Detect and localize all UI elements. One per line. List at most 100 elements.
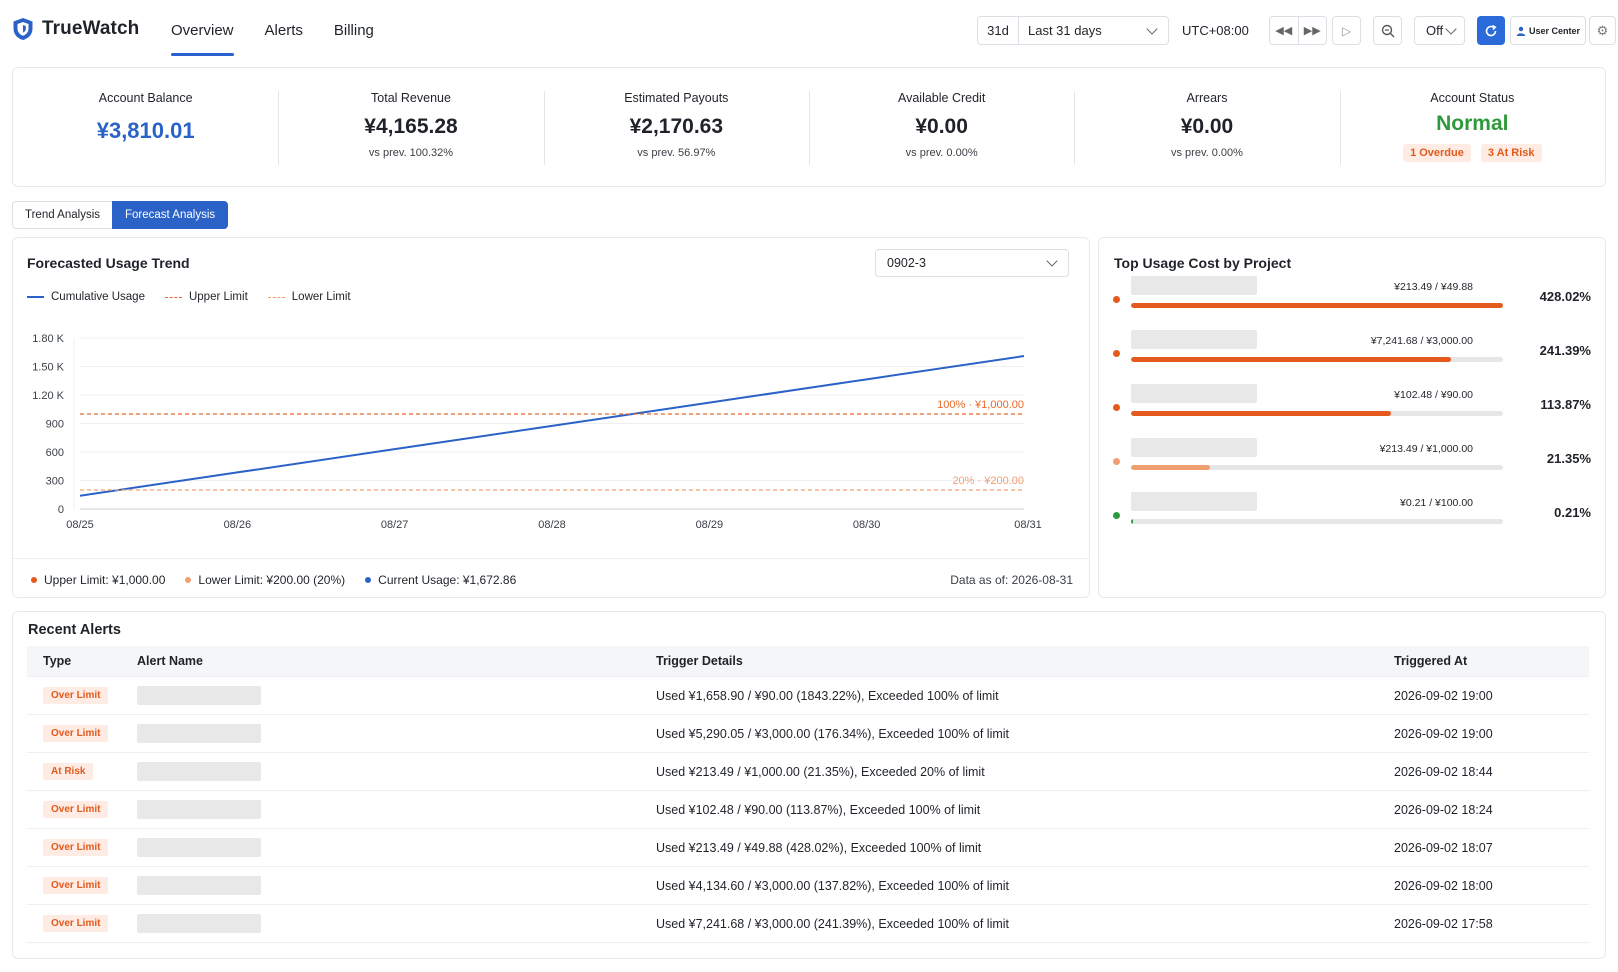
cumulative-usage-line bbox=[79, 355, 1025, 497]
status-dot-icon bbox=[1113, 350, 1120, 357]
column-header[interactable]: Triggered At bbox=[1394, 654, 1468, 668]
stat-value: ¥0.00 bbox=[1180, 115, 1234, 138]
project-select[interactable]: 0902-3 bbox=[875, 249, 1069, 277]
range-days[interactable]: 31d bbox=[978, 17, 1019, 44]
legend-swatch bbox=[27, 296, 44, 298]
refresh-icon bbox=[1485, 24, 1497, 36]
status-dot-icon bbox=[1113, 404, 1120, 411]
play-button[interactable]: ▷ bbox=[1332, 16, 1361, 45]
at-risk-badge[interactable]: 3 At Risk bbox=[1480, 144, 1542, 162]
project-select-value: 0902-3 bbox=[887, 256, 926, 270]
stat-label: Arrears bbox=[1186, 91, 1228, 105]
usage-progress-fill bbox=[1131, 519, 1133, 524]
stat-comparison: vs prev. 56.97% bbox=[637, 147, 716, 159]
stat-available-credit: Available Credit ¥0.00 vs prev. 0.00% bbox=[808, 89, 1074, 165]
auto-refresh-value: Off bbox=[1426, 23, 1444, 38]
nav-overview[interactable]: Overview bbox=[171, 0, 234, 60]
refresh-button[interactable] bbox=[1477, 16, 1505, 45]
usage-percent: 428.02% bbox=[1539, 289, 1591, 304]
stat-account-balance: Account Balance ¥3,810.01 bbox=[13, 89, 278, 165]
table-row[interactable]: Over Limit Used ¥102.48 / ¥90.00 (113.87%… bbox=[27, 791, 1589, 829]
legend-swatch bbox=[164, 296, 182, 298]
app-logo[interactable]: TrueWatch bbox=[12, 17, 139, 41]
type-cell: At Risk bbox=[27, 763, 137, 780]
upper-limit-annotation: 100% · ¥1,000.00 bbox=[937, 399, 1024, 411]
table-header: Type Alert Name Trigger Details Triggere… bbox=[27, 646, 1589, 677]
summary-upper: Upper Limit: ¥1,000.00 bbox=[31, 573, 165, 587]
project-name-redacted bbox=[1131, 492, 1257, 511]
x-tick-label: 08/30 bbox=[853, 519, 881, 531]
overdue-badge[interactable]: 1 Overdue bbox=[1403, 144, 1471, 162]
triggered-at: 2026-09-02 18:07 bbox=[1394, 840, 1493, 855]
column-header[interactable]: Alert Name bbox=[137, 654, 203, 668]
type-cell: Over Limit bbox=[27, 687, 137, 704]
usage-percent: 21.35% bbox=[1546, 451, 1591, 466]
forecast-line-chart[interactable]: 0 300 600 900 1.20 K 1.50 K 1.80 K 08/25 08/26 08… bbox=[13, 328, 1091, 558]
usage-progress-bar bbox=[1131, 303, 1503, 308]
zoom-button[interactable] bbox=[1373, 16, 1402, 45]
alert-type-badge: Over Limit bbox=[43, 687, 109, 704]
analysis-tabs: Trend Analysis Forecast Analysis bbox=[12, 201, 229, 229]
alerts-table: Type Alert Name Trigger Details Triggere… bbox=[27, 646, 1589, 943]
stat-value: ¥4,165.28 bbox=[364, 115, 458, 138]
status-dot-icon bbox=[1113, 296, 1120, 303]
usage-row[interactable]: ¥213.49 / ¥49.88 428.02% bbox=[1099, 276, 1605, 326]
usage-row[interactable]: ¥102.48 / ¥90.00 113.87% bbox=[1099, 384, 1605, 434]
alert-name-redacted bbox=[137, 876, 261, 895]
chart-footer: Upper Limit: ¥1,000.00 Lower Limit: ¥200… bbox=[13, 558, 1089, 587]
summary-current-text: Current Usage: ¥1,672.86 bbox=[378, 573, 517, 587]
table-row[interactable]: Over Limit Used ¥213.49 / ¥49.88 (428.02%… bbox=[27, 829, 1589, 867]
legend-label: Cumulative Usage bbox=[51, 291, 145, 303]
triggered-at: 2026-09-02 17:58 bbox=[1394, 916, 1493, 931]
tab-forecast-analysis[interactable]: Forecast Analysis bbox=[112, 201, 229, 229]
x-tick-label: 08/27 bbox=[381, 519, 409, 531]
stat-label: Account Status bbox=[1430, 91, 1515, 105]
chart-legend: Cumulative Usage Upper Limit Lower Limit bbox=[27, 291, 351, 303]
alert-name-cell bbox=[137, 762, 656, 781]
alert-name-redacted bbox=[137, 838, 261, 857]
user-center-button[interactable]: User Center bbox=[1510, 16, 1586, 45]
table-row[interactable]: At Risk Used ¥213.49 / ¥1,000.00 (21.35%)… bbox=[27, 753, 1589, 791]
legend-lower[interactable]: Lower Limit bbox=[267, 291, 351, 303]
type-cell: Over Limit bbox=[27, 725, 137, 742]
user-icon bbox=[1516, 26, 1526, 36]
fast-forward-icon[interactable]: ▶▶ bbox=[1303, 25, 1321, 37]
nav-alerts[interactable]: Alerts bbox=[264, 22, 303, 39]
rewind-icon[interactable]: ◀◀ bbox=[1270, 17, 1299, 44]
type-cell: Over Limit bbox=[27, 801, 137, 818]
y-tick-label: 300 bbox=[46, 476, 64, 488]
y-tick-label: 600 bbox=[46, 447, 64, 459]
table-row[interactable]: Over Limit Used ¥5,290.05 / ¥3,000.00 (17… bbox=[27, 715, 1589, 753]
alert-type-badge: At Risk bbox=[43, 763, 94, 780]
timezone-label[interactable]: UTC+08:00 bbox=[1182, 23, 1249, 38]
usage-progress-bar bbox=[1131, 465, 1503, 470]
usage-ratio: ¥0.21 / ¥100.00 bbox=[1400, 497, 1473, 509]
stat-arrears: Arrears ¥0.00 vs prev. 0.00% bbox=[1074, 89, 1339, 165]
tab-trend-analysis[interactable]: Trend Analysis bbox=[12, 201, 112, 229]
usage-row[interactable]: ¥0.21 / ¥100.00 0.21% bbox=[1099, 492, 1605, 542]
triggered-at: 2026-09-02 18:00 bbox=[1394, 878, 1493, 893]
nav-billing[interactable]: Billing bbox=[333, 22, 374, 39]
legend-swatch bbox=[267, 296, 285, 298]
top-usage-title: Top Usage Cost by Project bbox=[1114, 255, 1292, 271]
auto-refresh-select[interactable]: Off bbox=[1414, 16, 1465, 45]
column-header[interactable]: Trigger Details bbox=[656, 654, 743, 668]
x-tick-label: 08/31 bbox=[1014, 519, 1042, 531]
forecast-card: Forecasted Usage Trend 0902-3 Cumulative… bbox=[12, 237, 1090, 598]
top-bar: TrueWatch Overview Alerts Billing 31d La… bbox=[0, 0, 1618, 60]
stat-label: Estimated Payouts bbox=[624, 91, 729, 105]
legend-upper[interactable]: Upper Limit bbox=[164, 291, 248, 303]
column-header[interactable]: Type bbox=[43, 654, 72, 668]
usage-row[interactable]: ¥213.49 / ¥1,000.00 21.35% bbox=[1099, 438, 1605, 488]
chevron-down-icon bbox=[1146, 22, 1158, 35]
legend-cumulative[interactable]: Cumulative Usage bbox=[27, 291, 145, 303]
table-row[interactable]: Over Limit Used ¥7,241.68 / ¥3,000.00 (24… bbox=[27, 905, 1589, 943]
top-usage-card: Top Usage Cost by Project ¥213.49 / ¥49.… bbox=[1098, 237, 1606, 598]
table-row[interactable]: Over Limit Used ¥4,134.60 / ¥3,000.00 (13… bbox=[27, 867, 1589, 905]
time-range-picker[interactable]: 31d Last 31 days bbox=[977, 16, 1169, 45]
usage-row[interactable]: ¥7,241.68 / ¥3,000.00 241.39% bbox=[1099, 330, 1605, 380]
app-name: TrueWatch bbox=[42, 18, 140, 39]
table-row[interactable]: Over Limit Used ¥1,658.90 / ¥90.00 (1843.… bbox=[27, 677, 1589, 715]
settings-button[interactable]: ⚙ bbox=[1589, 16, 1616, 45]
stat-value: ¥3,810.01 bbox=[96, 118, 195, 143]
